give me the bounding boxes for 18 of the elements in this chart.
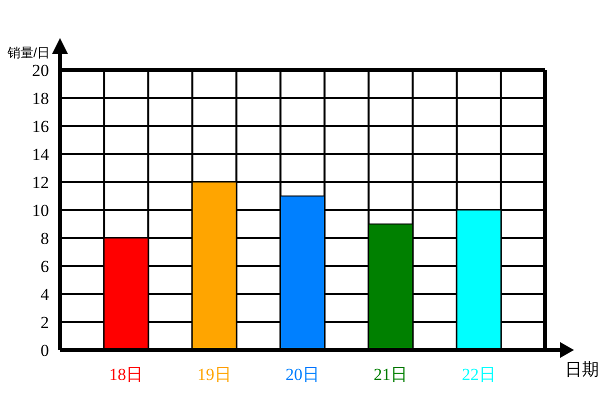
x-tick-label: 18日 xyxy=(109,365,144,384)
y-tick-label: 6 xyxy=(40,257,49,276)
y-tick-label: 16 xyxy=(32,117,49,136)
x-tick-label: 21日 xyxy=(374,365,408,384)
y-tick-label: 20 xyxy=(32,61,49,80)
y-tick-label: 2 xyxy=(40,313,49,332)
y-axis-title: 销量/日 xyxy=(6,45,50,60)
x-axis-title: 日期 xyxy=(565,360,599,379)
y-tick-label: 18 xyxy=(32,89,49,108)
y-tick-label: 12 xyxy=(32,173,49,192)
x-tick-label: 22日 xyxy=(462,365,496,384)
x-tick-label: 20日 xyxy=(286,365,320,384)
y-tick-label: 4 xyxy=(40,285,50,304)
x-tick-label: 19日 xyxy=(197,365,232,384)
y-tick-label: 14 xyxy=(32,145,50,164)
y-tick-label: 0 xyxy=(40,341,49,360)
y-tick-label: 10 xyxy=(32,201,49,220)
y-tick-label: 8 xyxy=(40,229,49,248)
